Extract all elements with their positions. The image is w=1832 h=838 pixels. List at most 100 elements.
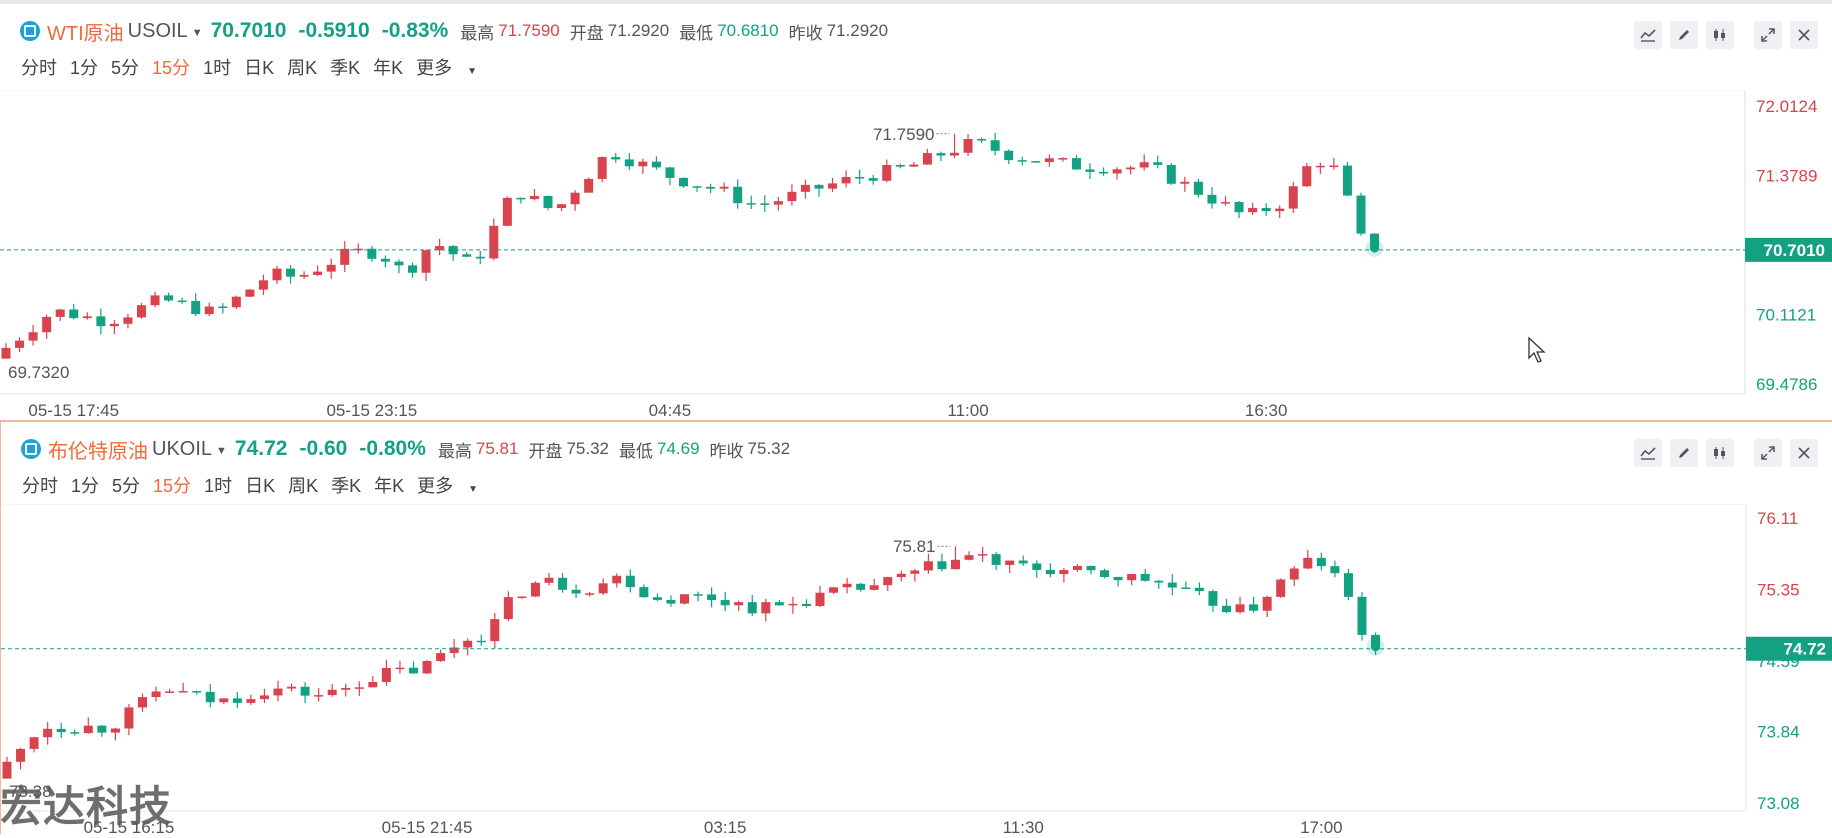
candle-body — [408, 265, 417, 273]
candle-body — [625, 575, 635, 588]
close-icon[interactable] — [1790, 439, 1818, 467]
candle-body — [1303, 557, 1313, 569]
x-tick-label: 11:00 — [947, 401, 988, 420]
x-tick-label: 05-15 21:45 — [382, 818, 473, 837]
candle-body — [83, 725, 93, 734]
tab-timeframe[interactable]: 1分 — [71, 476, 100, 496]
candle-body — [192, 691, 202, 693]
candle-body — [883, 577, 893, 586]
candle-type-icon[interactable] — [1706, 21, 1734, 49]
low-marker-label: 73.38 — [9, 782, 52, 801]
candle-body — [1181, 587, 1191, 590]
candle-body — [855, 177, 865, 179]
more-menu[interactable]: 更多 ▼ — [416, 54, 490, 80]
candle-body — [991, 554, 1001, 565]
candle-body — [165, 691, 175, 693]
prev-close-label: 昨收 — [709, 441, 744, 461]
candle-body — [570, 192, 580, 205]
indicator-icon[interactable] — [1634, 21, 1662, 49]
candle-body — [422, 661, 432, 674]
tab-timeframe[interactable]: 日K — [244, 58, 275, 78]
candle-body — [1059, 570, 1069, 575]
candle-body — [96, 316, 106, 327]
candle-body — [246, 699, 256, 703]
candlestick-chart[interactable]: 72.0124 71.3789 70.1121 69.4786 05-15 17:45 0… — [0, 90, 1832, 424]
chart-toolbar — [1626, 439, 1818, 467]
candle-body — [639, 587, 649, 598]
candle-body — [367, 248, 377, 259]
tab-timeframe[interactable]: 年K — [373, 58, 404, 78]
candle-body — [1017, 160, 1027, 162]
candle-body — [882, 165, 892, 181]
price-change-pct: -0.83% — [381, 19, 449, 42]
high-label: 最高 — [460, 23, 495, 43]
candle-body — [380, 258, 390, 262]
last-price: 70.7010 — [210, 19, 287, 42]
candle-body — [42, 316, 52, 333]
chevron-down-icon[interactable]: ▼ — [191, 27, 203, 39]
instrument-symbol[interactable]: USOIL — [127, 19, 188, 42]
candle-body — [922, 153, 932, 165]
chevron-down-icon[interactable]: ▼ — [216, 445, 227, 457]
tab-timeframe[interactable]: 1时 — [203, 58, 232, 78]
tab-timeframe[interactable]: 1时 — [204, 476, 233, 496]
draw-icon[interactable] — [1670, 21, 1698, 49]
tab-timeframe[interactable]: 1分 — [70, 58, 99, 78]
tab-timeframe[interactable]: 分时 — [22, 476, 58, 496]
chart-panel-wti: WTI原油 USOIL ▼ 70.7010 -0.5910 -0.83% 最高 … — [0, 0, 1832, 420]
candle-body — [544, 577, 554, 583]
more-menu[interactable]: 更多 ▼ — [417, 472, 491, 498]
prev-close-label: 昨收 — [788, 23, 823, 43]
tab-timeframe[interactable]: 季K — [330, 58, 361, 78]
draw-icon[interactable] — [1670, 439, 1698, 467]
candle-type-icon[interactable] — [1706, 439, 1734, 467]
candle-body — [1127, 573, 1137, 581]
candle-body — [151, 691, 161, 698]
last-price-dot — [1371, 642, 1381, 652]
candle-body — [1099, 171, 1109, 174]
candle-body — [29, 737, 39, 749]
fullscreen-icon[interactable] — [1754, 21, 1782, 49]
tab-timeframe[interactable]: 分时 — [21, 58, 57, 78]
last-price: 74.72 — [234, 437, 288, 460]
tab-timeframe[interactable]: 周K — [287, 58, 318, 78]
tab-timeframe[interactable]: 周K — [288, 476, 319, 496]
low-marker-label: 69.7320 — [8, 363, 69, 382]
indicator-icon[interactable] — [1634, 439, 1662, 467]
candle-body — [231, 296, 241, 308]
candle-body — [747, 602, 757, 614]
tab-timeframe[interactable]: 年K — [374, 476, 405, 496]
tab-timeframe[interactable]: 日K — [245, 476, 276, 496]
tab-timeframe[interactable]: 季K — [331, 476, 362, 496]
fullscreen-icon[interactable] — [1754, 439, 1782, 467]
tab-timeframe-active[interactable]: 15分 — [152, 58, 191, 78]
candle-body — [449, 647, 459, 654]
tab-timeframe-active[interactable]: 15分 — [153, 476, 192, 496]
tab-timeframe[interactable]: 5分 — [111, 58, 140, 78]
candle-body — [502, 197, 512, 226]
candle-body — [584, 178, 594, 193]
candle-body — [585, 593, 595, 595]
candle-body — [232, 698, 242, 703]
candle-body — [354, 687, 364, 689]
candle-body — [951, 559, 960, 570]
x-tick-label: 05-15 16:15 — [84, 818, 175, 837]
open-label: 开盘 — [528, 441, 563, 461]
prev-close-value: 71.2920 — [826, 21, 889, 40]
close-icon[interactable] — [1790, 21, 1818, 49]
instrument-name[interactable]: WTI原油 — [47, 22, 124, 45]
tab-timeframe[interactable]: 5分 — [112, 476, 141, 496]
instrument-name[interactable]: 布伦特原油 — [48, 440, 148, 463]
candle-body — [1356, 195, 1366, 234]
candle-body — [1207, 194, 1217, 204]
candle-body — [218, 306, 228, 309]
candle-body — [299, 274, 309, 277]
instrument-symbol[interactable]: UKOIL — [152, 437, 213, 460]
candle-body — [150, 295, 160, 306]
current-price-badge — [1746, 636, 1832, 661]
timeframe-bar: 分时 1分 5分 15分 1时 日K 周K 季K 年K 更多 ▼ — [21, 54, 503, 80]
y-tick-label: 71.3789 — [1756, 167, 1817, 186]
candle-body — [1, 347, 11, 359]
candle-body — [16, 748, 26, 762]
